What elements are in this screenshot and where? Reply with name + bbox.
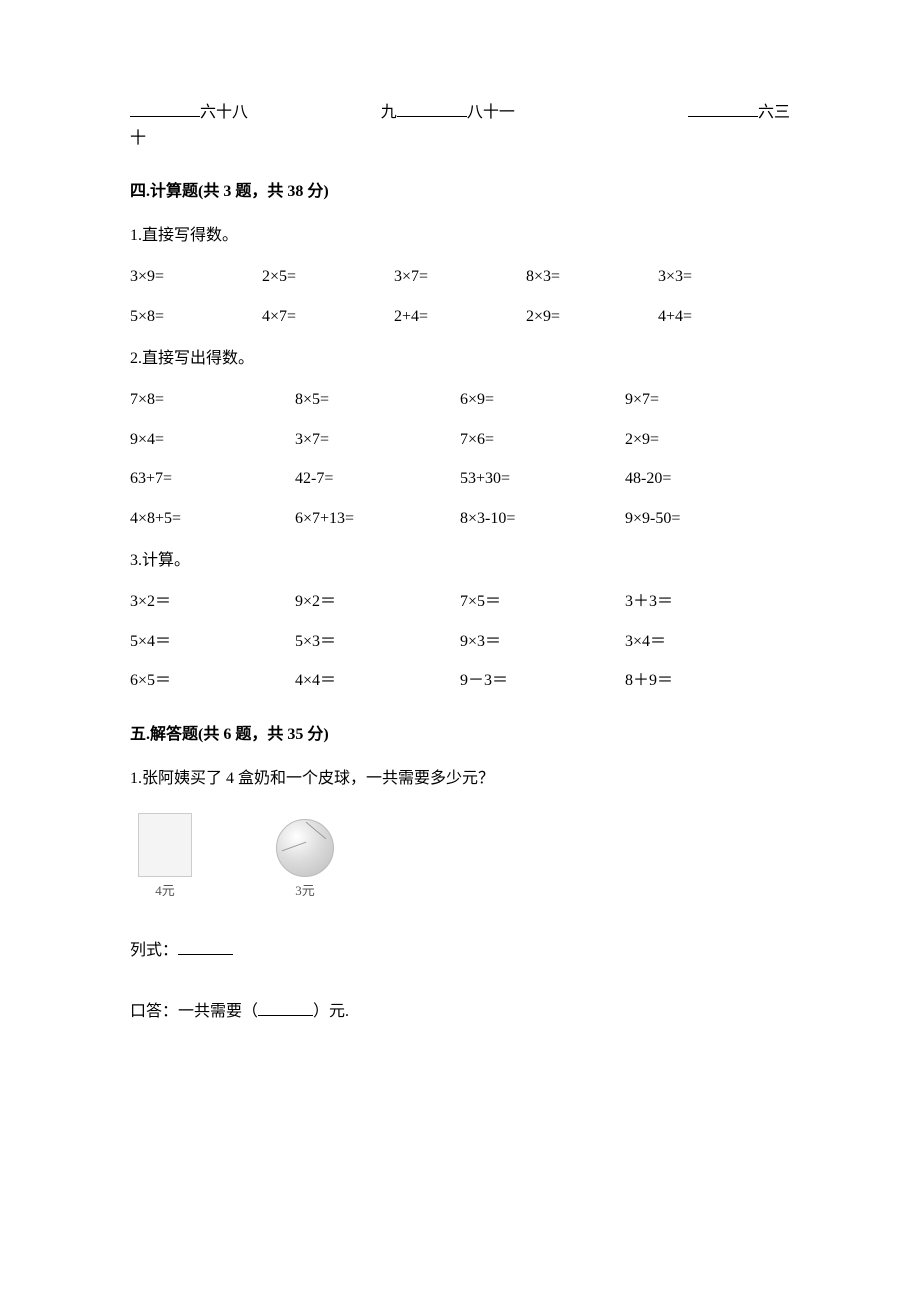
fill-item-3-cont: 十	[130, 126, 790, 152]
blank-input[interactable]	[130, 100, 200, 117]
q4-1-label: 1.直接写得数。	[130, 223, 790, 249]
calc-row: 5×8= 4×7= 2+4= 2×9= 4+4=	[130, 304, 790, 330]
calc-cell[interactable]: 2×5=	[262, 264, 394, 290]
calc-cell[interactable]: 42-7=	[295, 466, 460, 492]
calc-row: 9×4= 3×7= 7×6= 2×9=	[130, 427, 790, 453]
calc-cell[interactable]: 7×6=	[460, 427, 625, 453]
calc-row: 3×2＝ 9×2＝ 7×5＝ 3＋3＝	[130, 589, 790, 615]
ball-price: 3元	[270, 881, 340, 902]
fill-text: 六三	[758, 104, 790, 121]
q5-1-label: 1.张阿姨买了 4 盒奶和一个皮球，一共需要多少元？	[130, 766, 790, 792]
calc-cell[interactable]: 3×7=	[394, 264, 526, 290]
calc-cell[interactable]: 4×7=	[262, 304, 394, 330]
calc-cell[interactable]: 5×8=	[130, 304, 262, 330]
calc-row: 5×4＝ 5×3＝ 9×3＝ 3×4＝	[130, 629, 790, 655]
calc-cell[interactable]: 4×4＝	[295, 668, 460, 694]
calc-cell[interactable]: 9－3＝	[460, 668, 625, 694]
calc-cell[interactable]: 3×9=	[130, 264, 262, 290]
worksheet-page: 六十八 九 八十一 六三 十 四.计算题(共 3 题，共 38 分) 1.直接写得…	[0, 0, 920, 1141]
calc-cell[interactable]: 9×3＝	[460, 629, 625, 655]
calc-cell[interactable]: 3×7=	[295, 427, 460, 453]
calc-cell[interactable]: 2×9=	[625, 427, 790, 453]
calc-cell[interactable]: 8×3=	[526, 264, 658, 290]
section-4-title: 四.计算题(共 3 题，共 38 分)	[130, 179, 790, 205]
calc-row: 63+7= 42-7= 53+30= 48-20=	[130, 466, 790, 492]
fill-text: 九	[381, 104, 397, 121]
calc-cell[interactable]: 8×5=	[295, 387, 460, 413]
calc-row: 3×9= 2×5= 3×7= 8×3= 3×3=	[130, 264, 790, 290]
q4-3-label: 3.计算。	[130, 548, 790, 574]
calc-row: 7×8= 8×5= 6×9= 9×7=	[130, 387, 790, 413]
calc-cell[interactable]: 4×8+5=	[130, 506, 295, 532]
calc-cell[interactable]: 8＋9＝	[625, 668, 790, 694]
calc-cell[interactable]: 3×4＝	[625, 629, 790, 655]
calc-cell[interactable]: 8×3-10=	[460, 506, 625, 532]
calc-cell[interactable]: 3×3=	[658, 264, 790, 290]
calc-cell[interactable]: 2×9=	[526, 304, 658, 330]
oral-answer-line: 口答：一共需要（ ）元.	[130, 999, 790, 1025]
fill-text: 六十八	[200, 104, 248, 121]
calc-cell[interactable]: 6×5＝	[130, 668, 295, 694]
ball-item: 3元	[270, 819, 340, 902]
milk-item: 4元	[130, 813, 200, 902]
calc-cell[interactable]: 9×4=	[130, 427, 295, 453]
fill-text: 十	[130, 130, 146, 147]
calc-cell[interactable]: 3＋3＝	[625, 589, 790, 615]
calc-row: 4×8+5= 6×7+13= 8×3-10= 9×9-50=	[130, 506, 790, 532]
milk-price: 4元	[130, 881, 200, 902]
formula-label: 列式：	[130, 942, 178, 959]
calc-cell[interactable]: 53+30=	[460, 466, 625, 492]
calc-cell[interactable]: 7×5＝	[460, 589, 625, 615]
calc-cell[interactable]: 2+4=	[394, 304, 526, 330]
answer-post: ）元.	[313, 1003, 349, 1020]
calc-cell[interactable]: 48-20=	[625, 466, 790, 492]
fill-text: 八十一	[467, 104, 515, 121]
answer-pre: 口答：一共需要（	[130, 1003, 258, 1020]
fill-item-1: 六十八	[130, 100, 381, 126]
blank-input[interactable]	[688, 100, 758, 117]
calc-cell[interactable]: 9×2＝	[295, 589, 460, 615]
calc-cell[interactable]: 6×9=	[460, 387, 625, 413]
product-images: 4元 3元	[130, 813, 790, 902]
section-5-title: 五.解答题(共 6 题，共 35 分)	[130, 722, 790, 748]
formula-line: 列式：	[130, 938, 790, 964]
formula-input[interactable]	[178, 938, 233, 955]
calc-cell[interactable]: 7×8=	[130, 387, 295, 413]
calc-cell[interactable]: 9×9-50=	[625, 506, 790, 532]
calc-cell[interactable]: 63+7=	[130, 466, 295, 492]
fill-item-2: 九 八十一	[381, 100, 632, 126]
calc-cell[interactable]: 6×7+13=	[295, 506, 460, 532]
calc-cell[interactable]: 3×2＝	[130, 589, 295, 615]
fill-item-3: 六三	[632, 100, 790, 126]
calc-cell[interactable]: 9×7=	[625, 387, 790, 413]
ball-icon	[276, 819, 334, 877]
answer-input[interactable]	[258, 999, 313, 1016]
q4-2-label: 2.直接写出得数。	[130, 346, 790, 372]
calc-cell[interactable]: 5×3＝	[295, 629, 460, 655]
calc-cell[interactable]: 4+4=	[658, 304, 790, 330]
milk-icon	[138, 813, 192, 877]
calc-cell[interactable]: 5×4＝	[130, 629, 295, 655]
blank-input[interactable]	[397, 100, 467, 117]
fill-blank-row: 六十八 九 八十一 六三 十	[130, 100, 790, 151]
calc-row: 6×5＝ 4×4＝ 9－3＝ 8＋9＝	[130, 668, 790, 694]
